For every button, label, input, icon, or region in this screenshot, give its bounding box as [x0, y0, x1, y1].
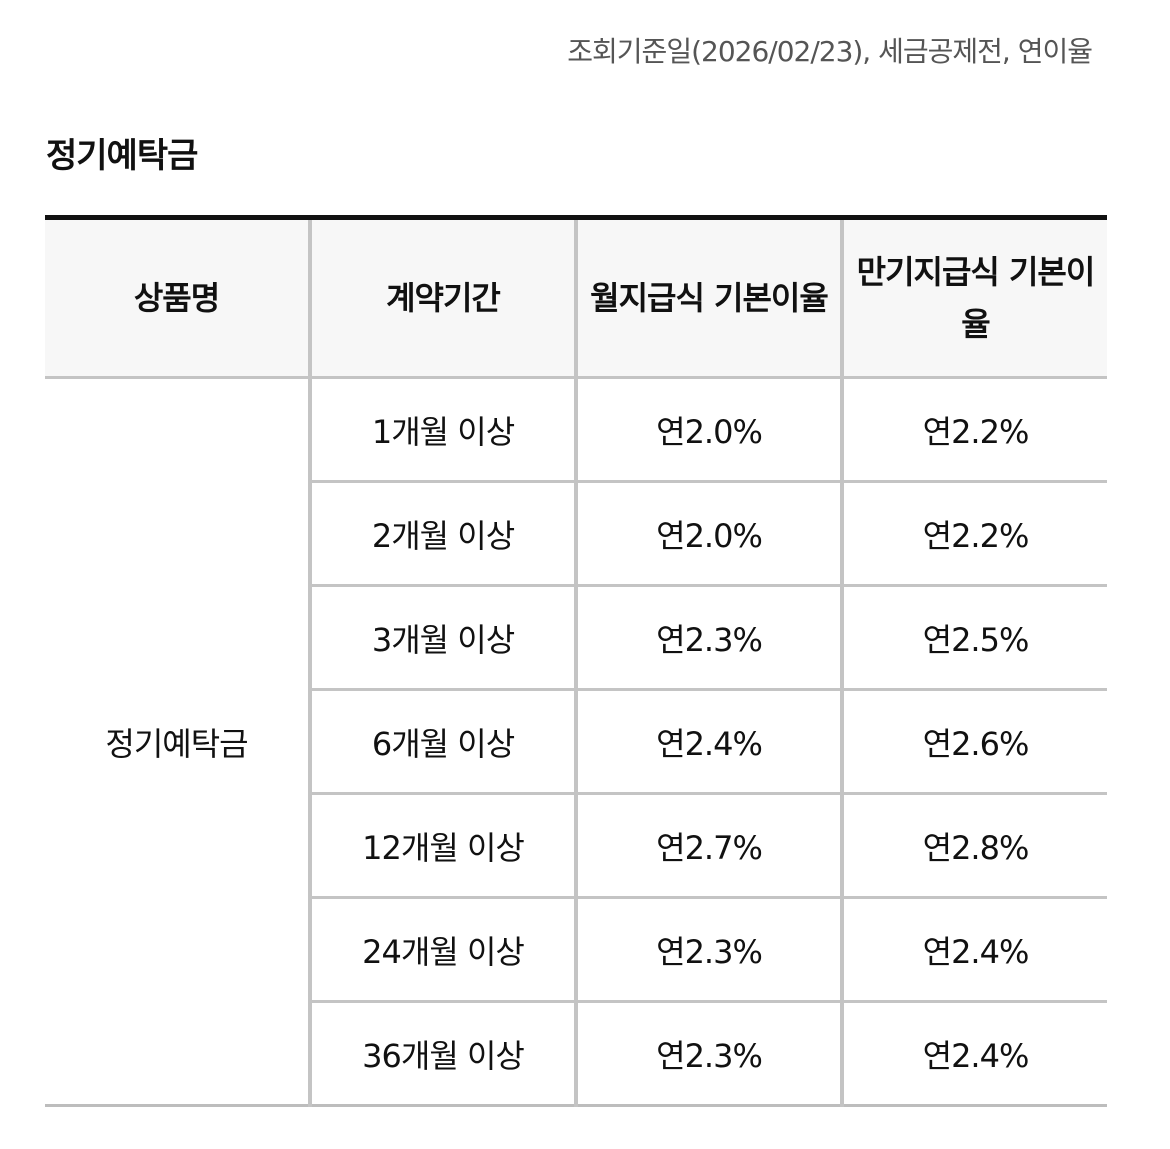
- maturity-rate-cell: 연2.4%: [840, 1001, 1107, 1107]
- monthly-rate-cell: 연2.4%: [574, 689, 842, 795]
- deposit-rate-table: 상품명 계약기간 월지급식 기본이율 만기지급식 기본이율 정기예탁금 1개월 …: [45, 215, 1107, 1107]
- term-cell: 2개월 이상: [308, 481, 576, 587]
- header-monthly-rate: 월지급식 기본이율: [574, 217, 842, 379]
- monthly-rate-cell: 연2.0%: [574, 377, 842, 483]
- term-cell: 36개월 이상: [308, 1001, 576, 1107]
- table-body: 정기예탁금 1개월 이상 연2.0% 연2.2% 2개월 이상 연2.0% 연2…: [45, 377, 1107, 1107]
- table-row: 정기예탁금 1개월 이상 연2.0% 연2.2%: [45, 377, 1107, 1107]
- header-product-name: 상품명: [45, 217, 310, 379]
- product-name-cell: 정기예탁금: [45, 377, 310, 1107]
- term-cell: 3개월 이상: [308, 585, 576, 691]
- monthly-rate-cell: 연2.0%: [574, 481, 842, 587]
- term-cell: 1개월 이상: [308, 377, 576, 483]
- reference-date-note: 조회기준일(2026/02/23), 세금공제전, 연이율: [567, 35, 1093, 68]
- header-row: 상품명 계약기간 월지급식 기본이율 만기지급식 기본이율: [45, 217, 1107, 379]
- monthly-rate-cell: 연2.3%: [574, 585, 842, 691]
- maturity-rate-cell: 연2.6%: [840, 689, 1107, 795]
- monthly-rate-cell: 연2.3%: [574, 897, 842, 1003]
- table-row: 3개월 이상 연2.3% 연2.5%: [45, 585, 1107, 691]
- section-title: 정기예탁금: [46, 136, 198, 176]
- header-maturity-rate: 만기지급식 기본이율: [840, 217, 1107, 379]
- table-row: 36개월 이상 연2.3% 연2.4%: [45, 1001, 1107, 1107]
- monthly-rate-cell: 연2.3%: [574, 1001, 842, 1107]
- table-header: 상품명 계약기간 월지급식 기본이율 만기지급식 기본이율: [45, 217, 1107, 379]
- maturity-rate-cell: 연2.5%: [840, 585, 1107, 691]
- header-contract-term: 계약기간: [308, 217, 576, 379]
- table-row: 6개월 이상 연2.4% 연2.6%: [45, 689, 1107, 795]
- monthly-rate-cell: 연2.7%: [574, 793, 842, 899]
- term-cell: 6개월 이상: [308, 689, 576, 795]
- term-cell: 12개월 이상: [308, 793, 576, 899]
- table-row: 24개월 이상 연2.3% 연2.4%: [45, 897, 1107, 1003]
- maturity-rate-cell: 연2.2%: [840, 481, 1107, 587]
- maturity-rate-cell: 연2.8%: [840, 793, 1107, 899]
- term-cell: 24개월 이상: [308, 897, 576, 1003]
- table-row: 2개월 이상 연2.0% 연2.2%: [45, 481, 1107, 587]
- table-row: 12개월 이상 연2.7% 연2.8%: [45, 793, 1107, 899]
- maturity-rate-cell: 연2.2%: [840, 377, 1107, 483]
- maturity-rate-cell: 연2.4%: [840, 897, 1107, 1003]
